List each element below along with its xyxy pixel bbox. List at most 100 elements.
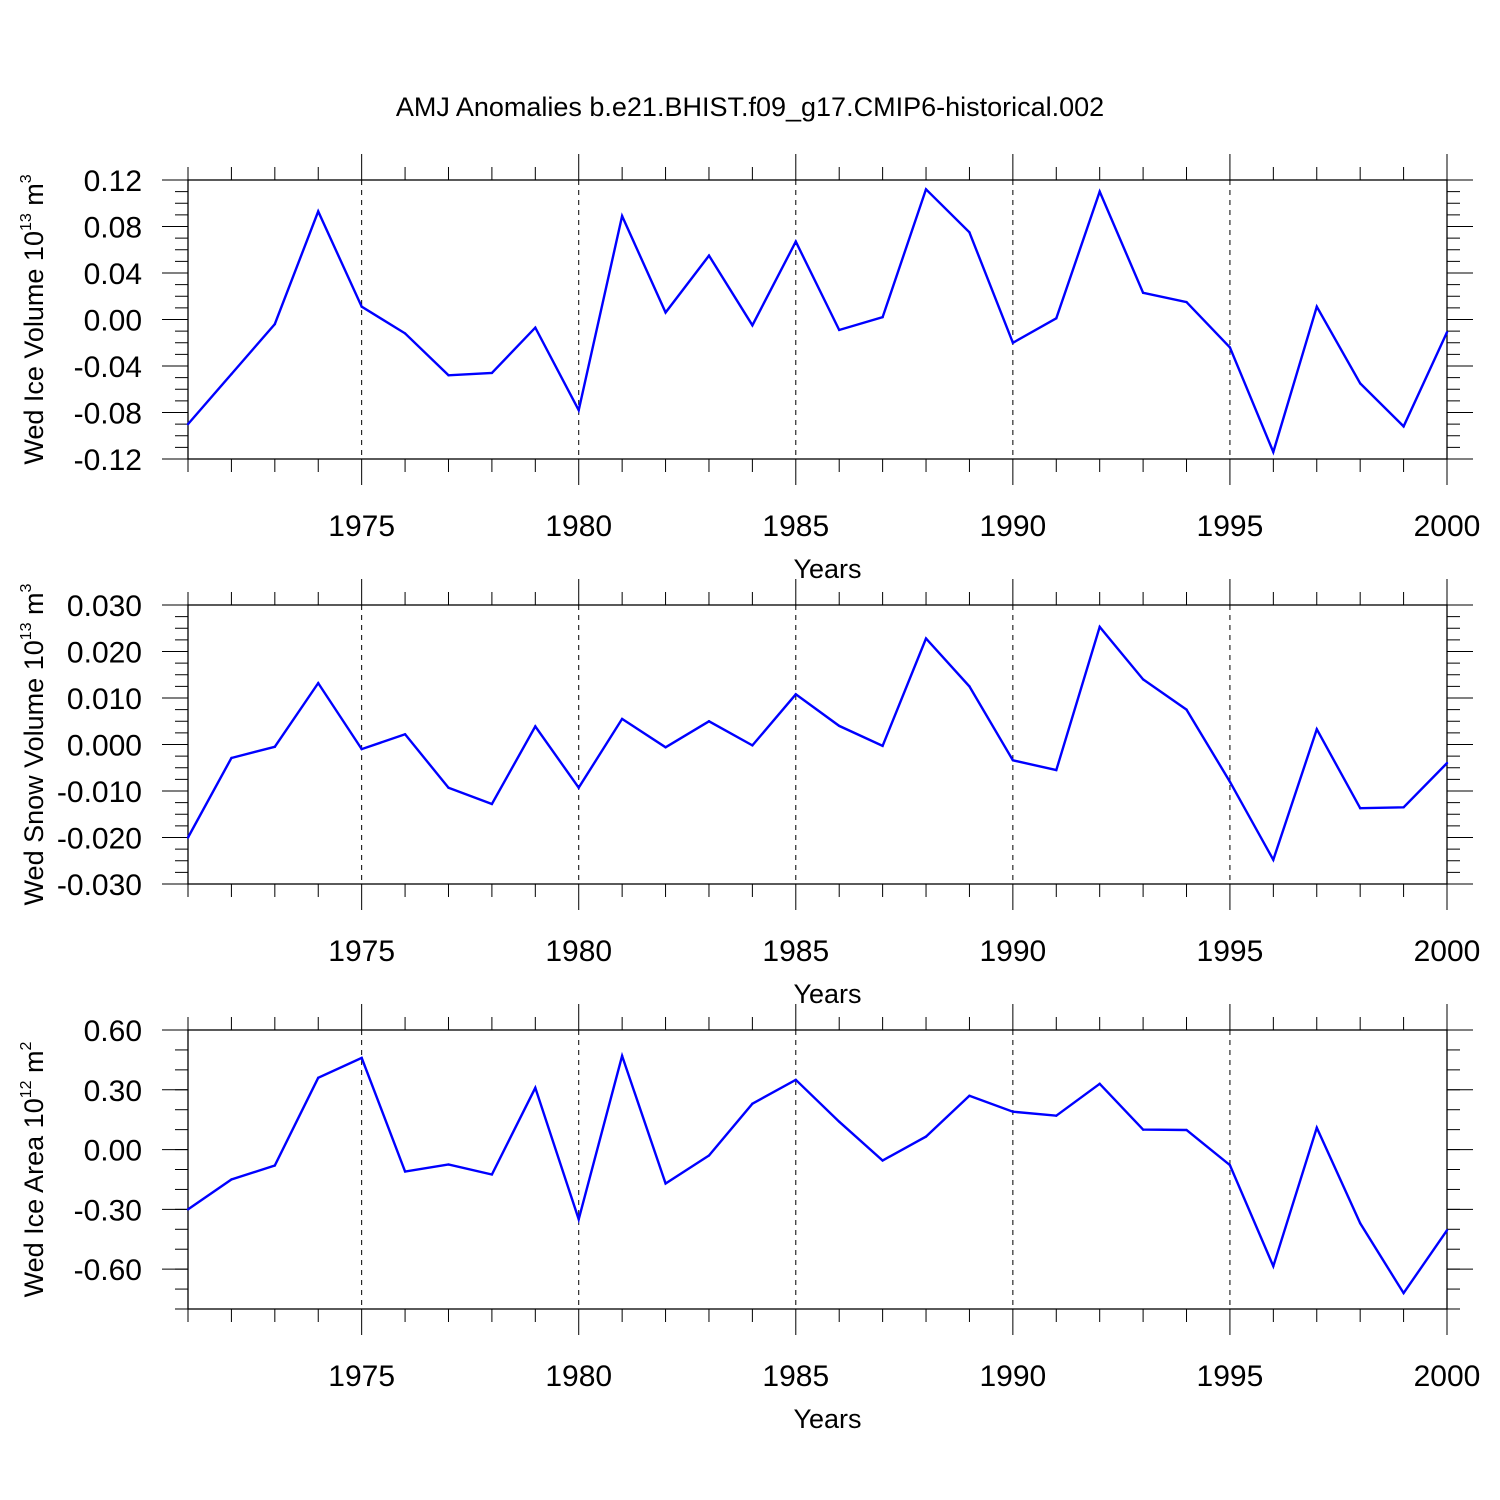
series-line: [187, 187, 1449, 456]
y-tick-label: 0.04: [84, 258, 142, 291]
data-point: [794, 1078, 797, 1082]
data-point: [1098, 1082, 1101, 1086]
x-tick-label: 1980: [545, 935, 612, 968]
y-tick-label: -0.030: [57, 869, 142, 902]
data-point: [1315, 1126, 1318, 1129]
data-point: [1185, 300, 1188, 304]
data-point: [490, 371, 494, 375]
series-line: [186, 624, 1448, 863]
data-point: [794, 240, 797, 243]
data-point: [403, 332, 407, 335]
y-tick-label: 0.30: [84, 1075, 142, 1108]
data-point: [664, 311, 667, 314]
y-tick-label: -0.020: [57, 823, 142, 856]
data-point: [664, 1182, 667, 1185]
y-tick-label: 0.00: [84, 1135, 142, 1168]
x-tick-label: 1975: [328, 510, 395, 543]
data-point: [447, 1163, 450, 1166]
x-tick-label: 1980: [545, 1360, 612, 1393]
data-point: [707, 254, 711, 257]
data-point: [186, 422, 190, 426]
data-point: [230, 756, 233, 760]
data-point: [751, 744, 754, 747]
y-tick-label: -0.60: [74, 1254, 142, 1287]
x-tick-label: 1990: [979, 1360, 1046, 1393]
data-point: [968, 231, 971, 234]
data-point: [1358, 1222, 1362, 1225]
y-tick-label: 0.08: [84, 212, 142, 245]
x-tick-label: 1980: [545, 510, 612, 543]
data-point: [1055, 1114, 1058, 1117]
data-point: [317, 210, 320, 213]
data-point: [1272, 450, 1275, 454]
data-point: [881, 315, 884, 319]
data-point: [838, 328, 841, 332]
y-tick-label: -0.010: [57, 776, 142, 809]
data-point: [1272, 1264, 1275, 1268]
data-point: [881, 1159, 884, 1162]
data-point: [1185, 708, 1188, 711]
y-tick-label: 0.010: [67, 683, 142, 716]
y-tick-label: -0.30: [74, 1194, 142, 1227]
data-point: [1141, 291, 1145, 294]
data-point: [577, 1218, 580, 1221]
data-point: [534, 725, 537, 728]
x-tick-label: 1990: [979, 935, 1046, 968]
data-point: [577, 408, 580, 412]
data-point: [1445, 1229, 1449, 1232]
data-point: [794, 693, 797, 696]
data-point: [620, 717, 624, 721]
data-point: [1098, 190, 1101, 193]
x-tick-label: 2000: [1414, 510, 1481, 543]
data-point: [317, 1076, 320, 1080]
data-point: [447, 374, 450, 377]
data-point: [968, 1094, 971, 1097]
data-point: [273, 1164, 277, 1167]
data-point: [1011, 1110, 1015, 1113]
data-point: [230, 1178, 233, 1181]
data-point: [1315, 305, 1318, 308]
data-point: [534, 1086, 537, 1089]
x-tick-label: 1985: [762, 510, 829, 543]
data-point: [1185, 1128, 1188, 1132]
data-point: [403, 1170, 407, 1173]
x-axis-title: Years: [793, 1404, 861, 1434]
data-point: [881, 744, 884, 748]
data-point: [1272, 858, 1275, 862]
data-point: [403, 733, 407, 736]
data-point: [1358, 382, 1362, 385]
data-point: [664, 746, 667, 749]
data-point: [1141, 1128, 1145, 1131]
data-point: [490, 1173, 494, 1176]
data-point: [838, 1120, 841, 1123]
data-point: [186, 1208, 190, 1211]
x-tick-label: 1985: [762, 1360, 829, 1393]
data-point: [360, 305, 363, 308]
data-point: [1098, 625, 1101, 629]
y-tick-label: 0.030: [67, 590, 142, 623]
y-tick-label: -0.12: [74, 444, 142, 477]
data-point: [620, 1054, 624, 1058]
data-point: [1011, 759, 1015, 762]
data-point: [1228, 780, 1232, 783]
figure-title: AMJ Anomalies b.e21.BHIST.f09_g17.CMIP6-…: [396, 92, 1104, 122]
data-point: [230, 372, 233, 376]
data-point: [273, 745, 277, 749]
data-point: [577, 786, 580, 789]
data-point: [1445, 331, 1449, 334]
y-tick-label: 0.00: [84, 305, 142, 338]
data-point: [707, 720, 711, 723]
y-tick-label: -0.04: [74, 351, 142, 384]
data-point: [924, 188, 928, 191]
x-tick-label: 2000: [1414, 1360, 1481, 1393]
x-axis-title: Years: [793, 554, 861, 584]
data-point: [1358, 807, 1362, 810]
x-tick-label: 1995: [1197, 510, 1264, 543]
x-tick-label: 1990: [979, 510, 1046, 543]
x-tick-label: 1995: [1197, 1360, 1264, 1393]
data-point: [968, 685, 971, 688]
y-axis-title: Wed Ice Area 1012 m2: [18, 1041, 49, 1297]
y-tick-label: 0.60: [84, 1015, 142, 1048]
data-point: [1402, 425, 1405, 428]
